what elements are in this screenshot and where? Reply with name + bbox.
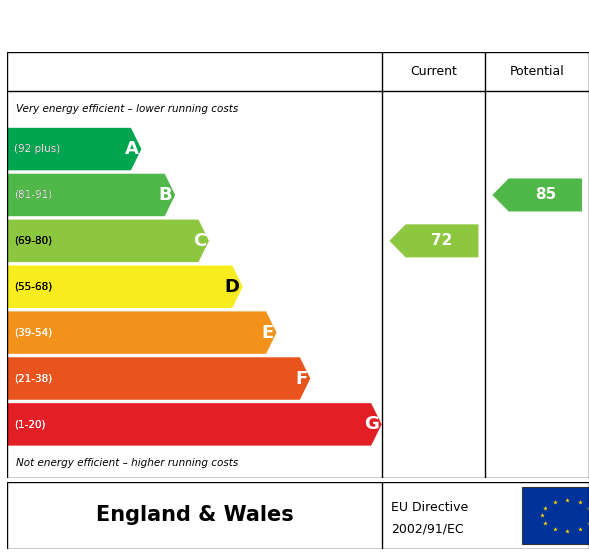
Polygon shape (7, 403, 382, 445)
Text: (1-20): (1-20) (14, 420, 45, 429)
Text: (81-91): (81-91) (14, 190, 52, 200)
Polygon shape (7, 266, 243, 308)
Text: (39-54): (39-54) (14, 328, 52, 338)
Text: Current: Current (411, 65, 457, 78)
Text: D: D (225, 278, 240, 296)
Polygon shape (7, 357, 310, 400)
Polygon shape (7, 174, 175, 216)
Text: (21-38): (21-38) (14, 374, 52, 384)
Text: F: F (295, 369, 307, 388)
Text: (69-80): (69-80) (14, 236, 52, 246)
Text: G: G (364, 416, 379, 433)
Polygon shape (7, 311, 276, 354)
Text: B: B (158, 186, 172, 204)
Text: (92 plus): (92 plus) (14, 144, 60, 154)
Text: Very energy efficient – lower running costs: Very energy efficient – lower running co… (16, 104, 238, 114)
Text: EU Directive: EU Directive (391, 501, 468, 514)
Text: (55-68): (55-68) (14, 282, 52, 292)
Polygon shape (492, 178, 582, 211)
Polygon shape (7, 220, 209, 262)
Text: Potential: Potential (510, 65, 565, 78)
Text: C: C (193, 232, 206, 250)
Text: 2002/91/EC: 2002/91/EC (391, 522, 464, 535)
Text: (21-38): (21-38) (14, 374, 52, 384)
Text: A: A (125, 140, 138, 158)
Polygon shape (7, 128, 141, 171)
Text: (69-80): (69-80) (14, 236, 52, 246)
Text: (81-91): (81-91) (14, 190, 52, 200)
Text: 85: 85 (535, 188, 556, 203)
Text: Energy Efficiency Rating: Energy Efficiency Rating (18, 14, 343, 38)
Text: England & Wales: England & Wales (96, 506, 293, 526)
Text: (39-54): (39-54) (14, 328, 52, 338)
Text: Not energy efficient – higher running costs: Not energy efficient – higher running co… (16, 458, 238, 468)
Text: (55-68): (55-68) (14, 282, 52, 292)
Text: (92 plus): (92 plus) (14, 144, 60, 154)
Polygon shape (389, 224, 478, 257)
Text: (1-20): (1-20) (14, 420, 45, 429)
Bar (522, 487, 589, 544)
Text: E: E (262, 323, 274, 342)
Text: 72: 72 (431, 233, 453, 248)
